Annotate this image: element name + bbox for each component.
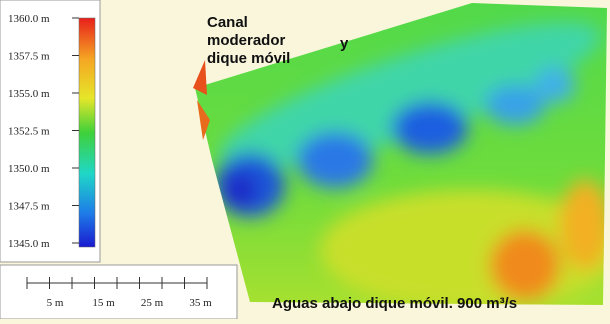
colorbar-tick-label: 1345.0 m [8,238,50,250]
caption: Aguas abajo dique móvil. 900 m³/s [272,295,517,312]
scale-panel [0,265,237,319]
annotation: moderador [207,32,286,49]
colorbar [79,18,95,247]
colorbar-tick-label: 1350.0 m [8,163,50,175]
annotation: y [340,35,349,52]
colorbar-tick-label: 1352.5 m [8,126,50,138]
visualization: 1360.0 m 1357.5 m 1355.0 m 1352.5 m 1350.0 m… [0,0,610,319]
panel [0,265,237,319]
scale-label: 15 m [92,297,115,309]
colorbar-tick-label: 1355.0 m [8,88,50,100]
screenshot: 1360.0 m 1357.5 m 1355.0 m 1352.5 m 1350.0 m… [0,0,610,319]
colorbar-tick-label: 1357.5 m [8,51,50,63]
annotation: Canal [207,14,248,31]
colorbar-tick-label: 1347.5 m [8,201,50,213]
annotation: dique móvil [207,50,290,67]
scale-label: 5 m [47,297,64,309]
scale-label: 25 m [141,297,164,309]
scale-label: 35 m [189,297,212,309]
colorbar-tick-label: 1360.0 m [8,13,50,25]
